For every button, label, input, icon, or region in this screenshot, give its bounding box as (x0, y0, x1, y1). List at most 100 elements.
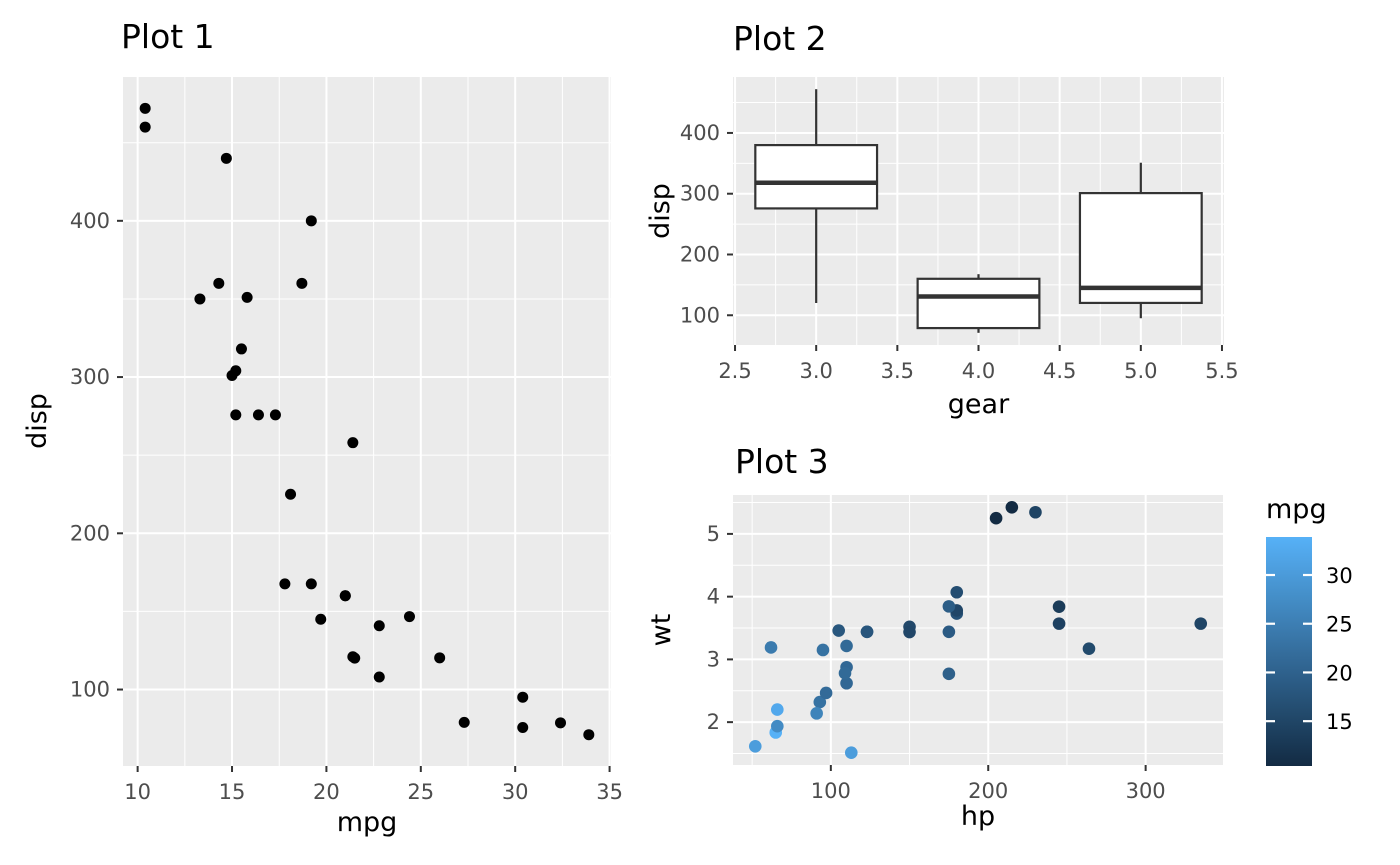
data-point (230, 409, 242, 421)
y-tick-label: 300 (70, 365, 110, 389)
y-tick-label: 3 (707, 647, 720, 671)
x-tick-label: 200 (968, 779, 1008, 803)
y-tick-label: 5 (707, 522, 720, 546)
plot2-title: Plot 2 (733, 19, 827, 58)
x-tick-label: 3.5 (881, 359, 914, 383)
data-point (903, 625, 916, 639)
data-point (285, 488, 297, 500)
plot2-boxplot-gear-disp-canvas: 2.5 3.0 3.5 4.0 4.5 5.0 5.5 100 200 300 400 (680, 77, 1239, 383)
data-point (347, 437, 359, 449)
x-tick-label: 4.5 (1043, 359, 1076, 383)
data-point (305, 578, 317, 590)
y-tick-label: 100 (70, 678, 110, 702)
data-point (305, 215, 317, 227)
data-point (840, 676, 853, 690)
plot1-x-axis-title: mpg (336, 807, 398, 838)
data-point (844, 746, 858, 760)
data-point (942, 600, 956, 613)
y-tick-label: 400 (70, 209, 110, 233)
data-point (840, 639, 853, 653)
data-point (296, 277, 308, 289)
data-point (339, 590, 351, 602)
data-point (235, 343, 247, 355)
data-point (458, 716, 470, 728)
data-point (279, 578, 291, 590)
data-point (213, 277, 225, 289)
data-point (139, 121, 151, 133)
data-point (816, 643, 830, 657)
y-tick-label: 200 (70, 521, 110, 545)
data-point (139, 102, 151, 114)
data-point (764, 641, 778, 654)
y-tick-label: 400 (680, 121, 720, 145)
x-tick-label: 5.0 (1124, 359, 1157, 383)
y-tick-label: 100 (680, 303, 720, 327)
data-point (989, 511, 1003, 525)
legend-tick-label: 15 (1326, 710, 1353, 734)
data-point (220, 152, 232, 164)
x-tick-label: 25 (407, 780, 434, 804)
x-tick-label: 15 (219, 780, 246, 804)
data-point (819, 686, 833, 700)
plot3-scatter-hp-wt-canvas: 100 200 300 2 3 4 5 15 20 25 30 (707, 495, 1353, 803)
plot1-y-axis-title: disp (22, 393, 54, 449)
panel-background (733, 495, 1223, 765)
legend-colorbar (1266, 537, 1312, 766)
legend-tick-label: 20 (1326, 661, 1353, 685)
data-point (1082, 642, 1096, 656)
data-point (252, 409, 264, 421)
data-point (315, 613, 327, 625)
box (754, 143, 879, 210)
data-point (1052, 600, 1066, 613)
data-point (748, 740, 762, 753)
x-tick-label: 35 (596, 780, 623, 804)
x-tick-label: 100 (811, 779, 851, 803)
data-point (832, 624, 845, 637)
x-tick-label: 30 (502, 780, 529, 804)
data-point (813, 695, 827, 709)
data-point (810, 707, 823, 720)
data-point (942, 625, 956, 639)
legend-title: mpg (1266, 494, 1327, 525)
data-point (403, 611, 415, 623)
box (1078, 192, 1203, 305)
y-tick-label: 4 (707, 585, 720, 609)
data-point (347, 651, 359, 663)
x-tick-label: 300 (1126, 779, 1166, 803)
data-point (1194, 617, 1208, 630)
data-point (1052, 617, 1066, 630)
data-point (226, 369, 238, 381)
data-point (241, 291, 253, 303)
data-point (1005, 500, 1019, 514)
data-point (373, 620, 385, 632)
plot1-title: Plot 1 (121, 17, 215, 56)
data-point (860, 625, 874, 639)
plot2-y-axis-title: disp (645, 183, 677, 239)
data-point (269, 409, 281, 421)
panel-background (123, 77, 611, 766)
data-point (434, 652, 446, 664)
x-tick-label: 3.0 (799, 359, 832, 383)
plot3-x-axis-title: hp (960, 801, 996, 832)
x-tick-label: 4.0 (962, 359, 995, 383)
data-point (194, 293, 206, 305)
box (916, 277, 1041, 330)
data-point (517, 691, 529, 703)
plot1-scatter-mpg-disp-canvas: 10 15 20 25 30 35 100 200 300 400 (70, 77, 623, 804)
data-point (1029, 505, 1042, 519)
data-point (942, 667, 956, 681)
plot3-y-axis-title: wt (646, 613, 678, 647)
data-point (771, 703, 784, 716)
legend-tick-label: 25 (1326, 613, 1353, 637)
data-point (838, 666, 852, 680)
legend-tick-label: 30 (1326, 564, 1353, 588)
x-tick-label: 2.5 (718, 359, 751, 383)
data-point (950, 585, 964, 599)
x-tick-label: 10 (124, 780, 151, 804)
plot3-title: Plot 3 (735, 442, 829, 481)
y-tick-label: 2 (707, 710, 720, 734)
x-tick-label: 20 (313, 780, 340, 804)
data-point (771, 719, 784, 733)
y-tick-label: 200 (680, 242, 720, 266)
